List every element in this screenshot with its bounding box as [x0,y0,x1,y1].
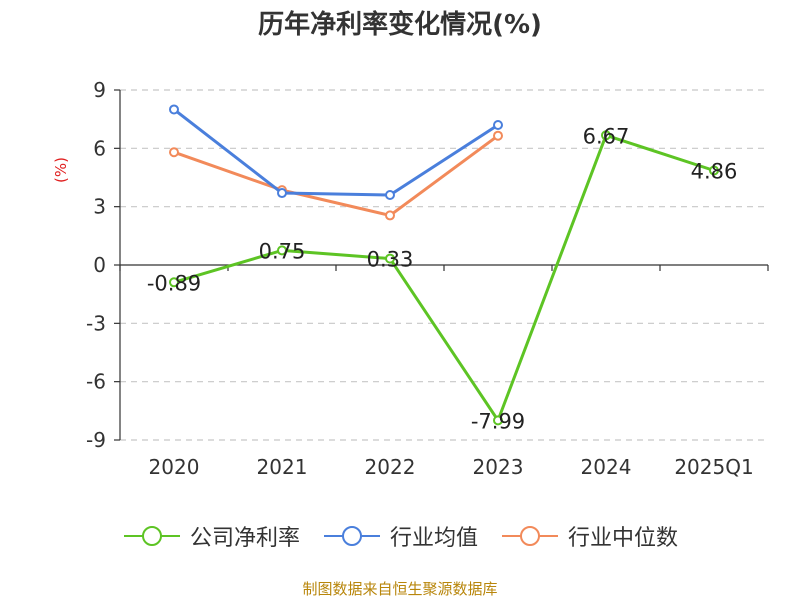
series-layer [169,104,719,426]
data-point [277,188,287,199]
legend-label: 公司净利率 [189,526,300,551]
data-point [169,147,179,158]
data-point [709,165,719,176]
legend-item[interactable]: 行业均值 [322,520,478,552]
y-tick-label: 3 [93,195,106,219]
y-tick-label: 6 [93,136,106,160]
y-tick-label: -9 [86,428,106,452]
x-tick-label: 2024 [581,455,632,479]
x-tick-label: 2022 [365,455,416,479]
y-axis-label: (%) [52,157,70,183]
legend-swatch-icon [502,526,558,546]
y-tick-label: 0 [93,253,106,277]
data-point [601,130,611,141]
x-tick-label: 2025Q1 [674,455,753,479]
series-line [173,134,499,217]
label-layer: -0.89 0.75 0.33 -7.99 6.67 4.86 [147,124,738,433]
grid-layer [120,89,768,441]
data-point [493,120,503,130]
data-point [169,277,179,288]
data-point [385,210,395,221]
chart-title: 历年净利率变化情况(%) [258,10,542,40]
data-point [277,245,287,256]
data-label: -7.99 [471,409,525,433]
series-line [173,133,715,422]
y-tick-label: 9 [93,78,106,102]
legend-swatch-icon [123,526,180,546]
data-point [169,104,179,115]
legend: 公司净利率 行业均值 行业中位数 [0,520,800,552]
legend-label: 行业中位数 [568,526,679,551]
legend-item[interactable]: 行业中位数 [500,520,678,552]
data-label: 6.67 [583,124,630,148]
data-point [493,415,503,426]
data-point [385,253,395,264]
data-label: 4.86 [691,160,738,184]
x-tick-label: 2020 [149,455,200,479]
y-tick-label: -6 [86,370,106,394]
x-tick-label: 2023 [473,455,524,479]
legend-swatch-icon [323,526,380,546]
series-line [173,108,499,197]
y-tick-label: -3 [86,311,106,335]
data-point [493,130,503,141]
data-label: 0.75 [259,239,306,263]
x-tick-label: 2021 [257,455,308,479]
legend-label: 行业均值 [389,526,478,551]
legend-item[interactable]: 公司净利率 [122,520,300,552]
data-label: -0.89 [147,271,201,295]
data-label: 0.33 [367,248,414,272]
data-point [385,190,395,200]
source-note: 制图数据来自恒生聚源数据库 [302,580,498,598]
axis-layer: 9 6 3 0 -3 -6 -9 (%) 2020 2021 2022 2023 2024 2025Q1 [52,78,769,479]
